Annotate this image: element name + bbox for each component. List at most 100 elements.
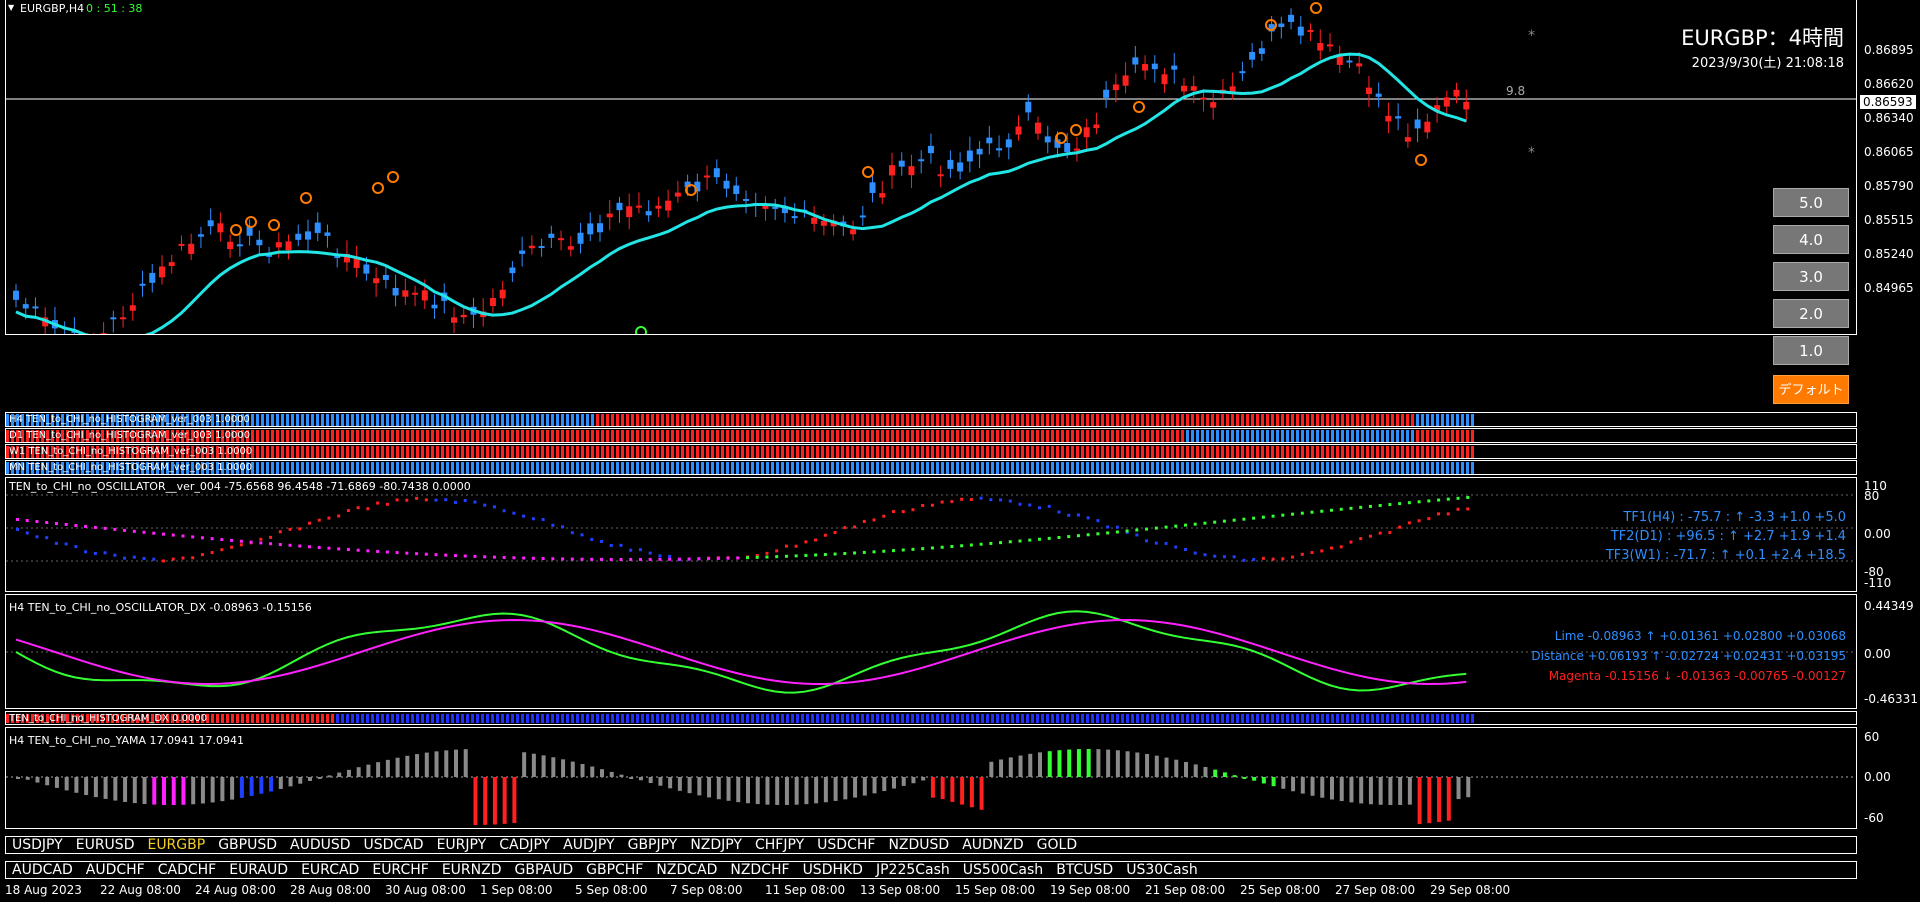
dx-pane[interactable]: H4 TEN_to_CHI_no_OSCILLATOR_DX -0.08963 … [5, 594, 1857, 709]
symbol-usdhkd[interactable]: USDHKD [802, 862, 863, 878]
symbol-audusd[interactable]: AUDUSD [290, 837, 351, 853]
oscillator-dot [366, 507, 370, 511]
tf2-dot [1145, 527, 1149, 531]
tf2-dot [512, 556, 516, 560]
axis-tick: -110 [1864, 576, 1892, 590]
symbol-us500cash[interactable]: US500Cash [962, 862, 1044, 878]
dx-histogram-bar [906, 714, 909, 723]
yama-pane[interactable]: H4 TEN_to_CHI_no_YAMA 17.0941 17.0941 [5, 727, 1857, 829]
symbol-eurnzd[interactable]: EURNZD [441, 862, 502, 878]
symbol-cadchf[interactable]: CADCHF [157, 862, 217, 878]
candle-body [421, 290, 428, 301]
histogram-bar [831, 446, 834, 458]
yama-bar [346, 769, 351, 777]
axis-tick: 0.44349 [1864, 599, 1914, 613]
value-button-2.0[interactable]: 2.0 [1773, 299, 1849, 328]
histogram-bar [721, 462, 724, 474]
oscillator-dot [1339, 545, 1343, 549]
symbol-jp225cash[interactable]: JP225Cash [875, 862, 950, 878]
oscillator-dot [191, 556, 195, 560]
histogram-bar [786, 446, 789, 458]
symbol-nzdcad[interactable]: NZDCAD [656, 862, 718, 878]
symbol-audjpy[interactable]: AUDJPY [563, 837, 615, 853]
histogram-bar [1031, 462, 1034, 474]
histogram-bar [1366, 446, 1369, 458]
price-axis[interactable]: 0.86895 0.86620 0.86340 0.86065 0.85790 0.855… [1858, 0, 1920, 335]
histogram-bar [1386, 430, 1389, 442]
symbol-eurgbp[interactable]: EURGBP [147, 837, 206, 853]
symbol-usdchf[interactable]: USDCHF [817, 837, 876, 853]
oscillator-pane[interactable]: TEN_to_CHI_no_OSCILLATOR__ver_004 -75.65… [5, 477, 1857, 592]
histogram-bar [51, 462, 54, 474]
symbol-nzdchf[interactable]: NZDCHF [730, 862, 790, 878]
symbol-audnzd[interactable]: AUDNZD [962, 837, 1024, 853]
dx-histogram-bar [896, 714, 899, 723]
yama-bar [1067, 749, 1072, 777]
dx-histogram-bar [1206, 714, 1209, 723]
oscillator-dot [969, 497, 973, 501]
dx-histogram-bar [816, 714, 819, 723]
main-chart-pane[interactable]: ▼ EURGBP,H4 0 : 51 : 38 EURGBP：4時間 2023/… [5, 0, 1857, 335]
symbol-audcad[interactable]: AUDCAD [12, 862, 73, 878]
symbol-btcusd[interactable]: BTCUSD [1056, 862, 1114, 878]
symbol-euraud[interactable]: EURAUD [229, 862, 289, 878]
yama-bar [1368, 777, 1373, 805]
histogram-bar [1381, 446, 1384, 458]
dx-histogram-bar [831, 714, 834, 723]
yama-bar [687, 777, 692, 794]
symbol-gbpaud[interactable]: GBPAUD [514, 862, 574, 878]
histogram-bar [956, 446, 959, 458]
histogram-bar [716, 462, 719, 474]
symbol-usdcad[interactable]: USDCAD [363, 837, 424, 853]
value-button-3.0[interactable]: 3.0 [1773, 262, 1849, 291]
symbol-nzdusd[interactable]: NZDUSD [888, 837, 950, 853]
histogram-bar [1291, 430, 1294, 442]
symbol-chfjpy[interactable]: CHFJPY [754, 837, 805, 853]
histogram-bar [346, 430, 349, 442]
symbol-usdjpy[interactable]: USDJPY [12, 837, 63, 853]
symbol-us30cash[interactable]: US30Cash [1126, 862, 1198, 878]
yama-bar [580, 763, 585, 777]
symbol-gbpchf[interactable]: GBPCHF [586, 862, 644, 878]
histogram-bar [876, 414, 879, 426]
symbol-eurusd[interactable]: EURUSD [75, 837, 135, 853]
value-button-1.0[interactable]: 1.0 [1773, 336, 1849, 365]
symbol-eurchf[interactable]: EURCHF [372, 862, 429, 878]
histogram-bar [1336, 446, 1339, 458]
histogram-bar [41, 446, 44, 458]
histogram-bar [586, 462, 589, 474]
dx-histogram-bar [1431, 714, 1434, 723]
dx-histogram-bar [1036, 714, 1039, 723]
symbol-cadjpy[interactable]: CADJPY [499, 837, 551, 853]
histogram-bar [51, 446, 54, 458]
time-axis[interactable]: 18 Aug 2023 22 Aug 08:00 24 Aug 08:00 28 Au… [0, 880, 1860, 902]
histogram-bar [411, 430, 414, 442]
symbol-nzdjpy[interactable]: NZDJPY [690, 837, 742, 853]
histogram-bar [331, 462, 334, 474]
default-button[interactable]: デフォルト [1773, 375, 1849, 404]
histogram-bar [61, 446, 64, 458]
histogram-bar [21, 446, 24, 458]
tf2-dot [1378, 503, 1382, 507]
yama-bar [239, 777, 244, 798]
value-button-5.0[interactable]: 5.0 [1773, 188, 1849, 217]
histogram-bar [1366, 430, 1369, 442]
histogram-bar [261, 446, 264, 458]
histogram-bar [1091, 414, 1094, 426]
symbol-eurcad[interactable]: EURCAD [301, 862, 360, 878]
dx-histogram-bar [241, 714, 244, 723]
symbol-gbpjpy[interactable]: GBPJPY [627, 837, 678, 853]
histogram-bar [611, 462, 614, 474]
symbol-gold[interactable]: GOLD [1036, 837, 1078, 853]
dropdown-arrow-icon[interactable]: ▼ [8, 3, 15, 12]
histogram-bar [176, 462, 179, 474]
symbol-eurjpy[interactable]: EURJPY [436, 837, 487, 853]
histogram-bar [1166, 462, 1169, 474]
oscillator-dot [1076, 513, 1080, 517]
oscillator-dot [1174, 545, 1178, 549]
tf2-dot [551, 557, 555, 561]
symbol-gbpusd[interactable]: GBPUSD [218, 837, 277, 853]
histogram-bar [21, 430, 24, 442]
value-button-4.0[interactable]: 4.0 [1773, 225, 1849, 254]
symbol-audchf[interactable]: AUDCHF [85, 862, 145, 878]
